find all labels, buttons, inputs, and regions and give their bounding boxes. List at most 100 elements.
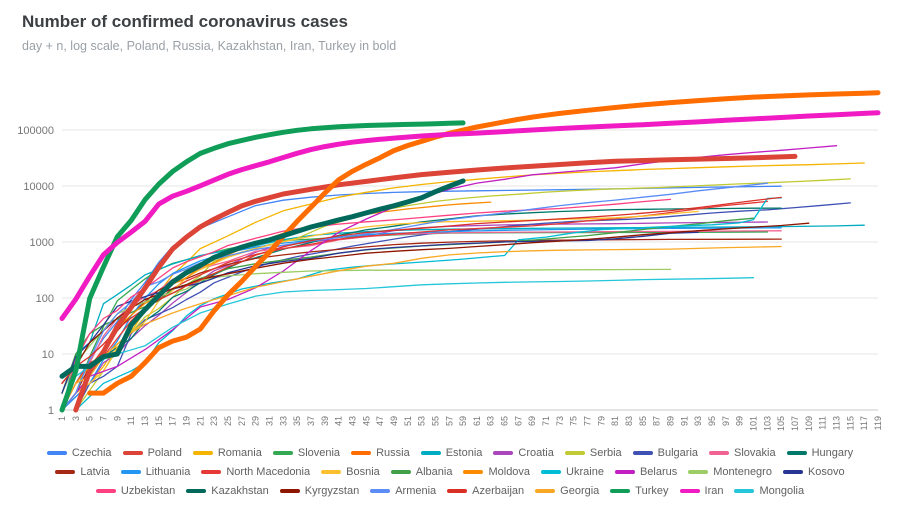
legend-item-turkey[interactable]: Turkey [610, 485, 669, 497]
legend-label: North Macedonia [226, 465, 311, 478]
legend-swatch [192, 450, 213, 455]
x-tick-label: 41 [334, 416, 344, 426]
legend-swatch [420, 450, 441, 455]
legend-swatch [610, 488, 631, 493]
x-tick-label: 81 [610, 416, 620, 426]
legend-label: Mongolia [759, 484, 805, 497]
legend-swatch [95, 488, 116, 493]
legend-item-kazakhstan[interactable]: Kazakhstan [186, 484, 269, 497]
x-tick-label: 77 [583, 416, 593, 426]
x-tick-label: 9 [112, 416, 122, 421]
legend-label: Iran [704, 484, 724, 497]
x-tick-label: 55 [430, 416, 440, 426]
legend-item-croatia[interactable]: Croatia [493, 447, 554, 459]
legend-item-armenia[interactable]: Armenia [370, 485, 436, 497]
legend-item-ukraine[interactable]: Ukraine [541, 466, 604, 478]
legend-swatch [370, 488, 391, 493]
series-line-mongolia[interactable] [61, 277, 755, 411]
legend-swatch [351, 450, 372, 455]
legend-item-hungary[interactable]: Hungary [786, 446, 854, 459]
legend-item-moldova[interactable]: Moldova [463, 466, 530, 478]
legend-item-north-macedonia[interactable]: North Macedonia [201, 466, 310, 478]
x-tick-label: 17 [168, 416, 178, 426]
x-tick-label: 47 [375, 416, 385, 426]
legend-label: Poland [147, 446, 182, 459]
legend-swatch [46, 450, 67, 455]
legend-item-slovenia[interactable]: Slovenia [272, 447, 340, 459]
series-line-estonia[interactable] [61, 224, 865, 411]
legend-label: Hungary [811, 446, 854, 459]
x-tick-label: 37 [306, 416, 316, 426]
x-tick-label: 65 [500, 416, 510, 426]
legend-item-serbia[interactable]: Serbia [564, 446, 622, 459]
legend-item-mongolia[interactable]: Mongolia [734, 485, 804, 497]
legend: Czechia Poland Romania Slovenia Russia Estoni… [0, 443, 900, 500]
legend-swatch [782, 469, 803, 474]
series-line-poland[interactable] [73, 153, 798, 413]
legend-label: Ukraine [566, 465, 604, 478]
legend-label: Bosnia [346, 465, 380, 478]
x-tick-label: 89 [666, 416, 676, 426]
legend-label: Kyrgyzstan [304, 484, 360, 497]
x-tick-label: 95 [707, 416, 717, 426]
x-tick-label: 113 [832, 416, 842, 430]
legend-item-latvia[interactable]: Latvia [55, 466, 110, 478]
legend-swatch [55, 469, 76, 474]
legend-row: Uzbekistan Kazakhstan Kyrgyzstan Armenia Aze… [0, 481, 900, 500]
legend-item-estonia[interactable]: Estonia [420, 446, 483, 459]
x-tick-label: 39 [320, 416, 330, 426]
x-tick-label: 45 [361, 416, 371, 426]
y-tick-label: 10000 [23, 181, 54, 193]
x-tick-label: 43 [347, 416, 357, 426]
legend-swatch [786, 450, 807, 455]
y-tick-label: 100000 [17, 125, 54, 137]
legend-swatch [564, 450, 585, 455]
legend-item-russia[interactable]: Russia [351, 447, 410, 459]
legend-item-kosovo[interactable]: Kosovo [782, 465, 845, 478]
legend-item-kyrgyzstan[interactable]: Kyrgyzstan [279, 484, 360, 497]
series-line-armenia[interactable] [61, 182, 769, 411]
x-tick-label: 75 [569, 416, 579, 426]
legend-item-lithuania[interactable]: Lithuania [120, 466, 190, 478]
legend-item-romania[interactable]: Romania [192, 447, 262, 459]
series-line-iran[interactable] [59, 110, 881, 321]
series-line-turkey[interactable] [59, 120, 466, 413]
legend-item-slovakia[interactable]: Slovakia [709, 447, 776, 459]
legend-item-belarus[interactable]: Belarus [614, 466, 677, 478]
x-tick-label: 21 [195, 416, 205, 426]
legend-item-azerbaijan[interactable]: Azerbaijan [447, 485, 524, 497]
series-line-georgia[interactable] [61, 245, 782, 411]
legend-item-bulgaria[interactable]: Bulgaria [632, 447, 698, 459]
legend-item-poland[interactable]: Poland [122, 446, 182, 459]
legend-item-montenegro[interactable]: Montenegro [688, 466, 772, 478]
y-tick-label: 1000 [30, 237, 54, 249]
x-tick-label: 117 [859, 416, 869, 430]
x-tick-label: 79 [596, 416, 606, 426]
series-line-russia[interactable] [87, 90, 881, 396]
legend-item-uzbekistan[interactable]: Uzbekistan [95, 485, 175, 497]
series-line-kazakhstan[interactable] [59, 178, 466, 379]
legend-swatch [535, 488, 556, 493]
x-tick-label: 91 [679, 416, 689, 426]
legend-label: Kazakhstan [211, 484, 269, 497]
x-tick-label: 93 [693, 416, 703, 426]
legend-label: Kosovo [807, 465, 845, 478]
legend-swatch [122, 450, 143, 455]
legend-swatch [463, 469, 484, 474]
legend-item-georgia[interactable]: Georgia [535, 485, 599, 497]
legend-item-albania[interactable]: Albania [390, 466, 452, 478]
y-tick-label: 10 [42, 349, 54, 361]
legend-row: Latvia Lithuania North Macedonia Bosnia Alba… [0, 462, 900, 481]
x-tick-label: 51 [403, 416, 413, 426]
legend-label: Serbia [589, 446, 622, 459]
x-tick-label: 73 [555, 416, 565, 426]
legend-item-iran[interactable]: Iran [679, 484, 724, 497]
legend-item-czechia[interactable]: Czechia [46, 447, 112, 459]
legend-label: Estonia [445, 446, 483, 459]
x-tick-label: 53 [417, 416, 427, 426]
x-tick-label: 83 [624, 416, 634, 426]
series-line-serbia[interactable] [75, 178, 851, 411]
legend-item-bosnia[interactable]: Bosnia [321, 466, 380, 478]
series-line-azerbaijan[interactable] [61, 196, 782, 384]
